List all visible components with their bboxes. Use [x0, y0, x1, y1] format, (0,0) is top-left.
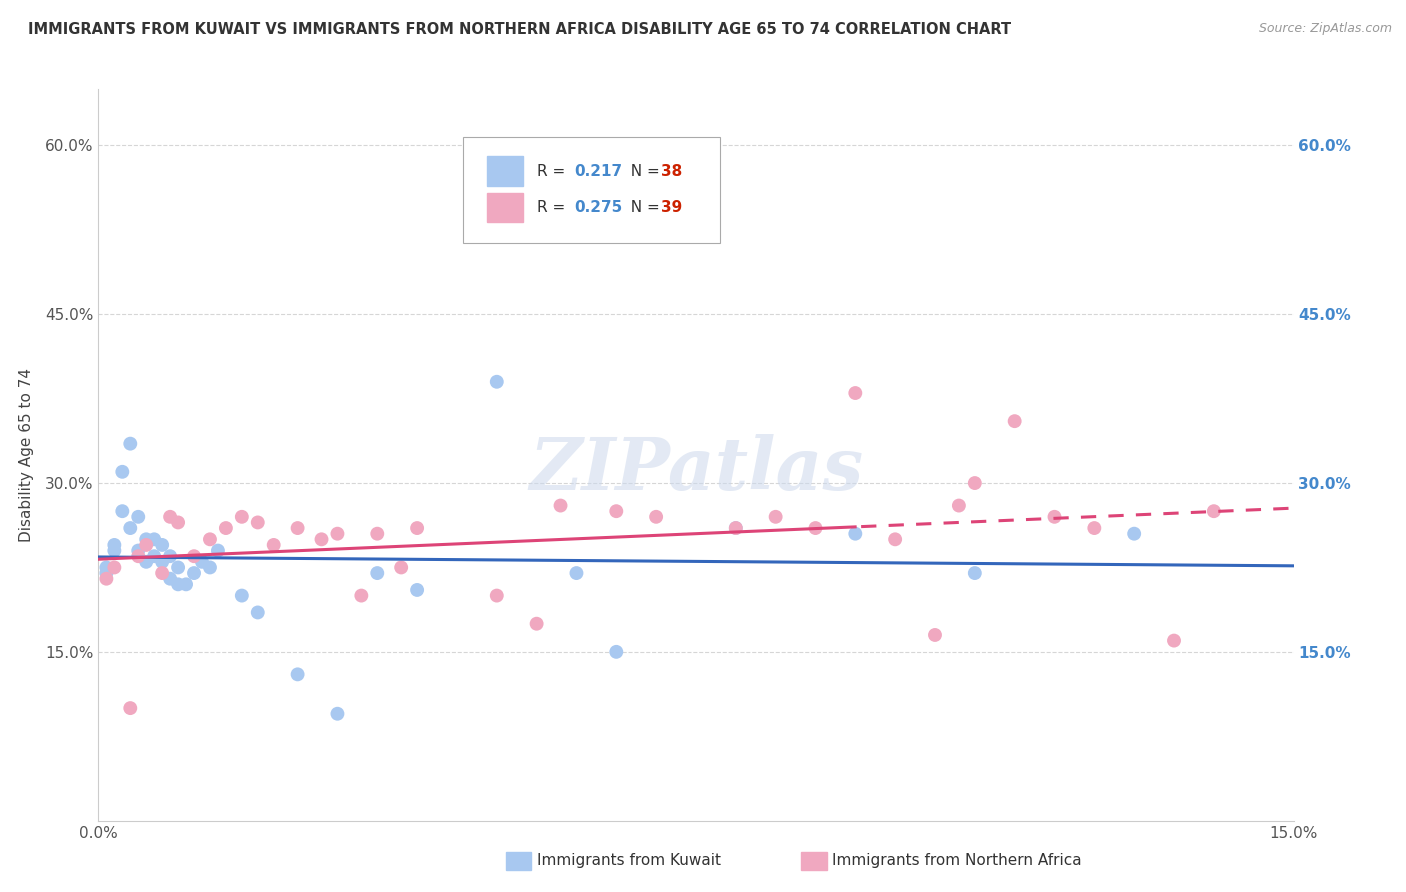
- Text: R =: R =: [537, 163, 571, 178]
- FancyBboxPatch shape: [486, 156, 523, 186]
- Point: [246, 516, 269, 530]
- Point: [366, 566, 388, 580]
- Point: [167, 516, 190, 530]
- Point: [127, 543, 149, 558]
- Point: [103, 560, 125, 574]
- Text: 38: 38: [661, 163, 682, 178]
- Point: [326, 706, 349, 721]
- Point: [96, 572, 118, 586]
- Point: [167, 560, 190, 574]
- Point: [183, 549, 205, 564]
- Point: [120, 436, 142, 450]
- Point: [167, 577, 190, 591]
- Point: [924, 628, 946, 642]
- Point: [246, 606, 269, 620]
- Point: [311, 533, 333, 547]
- Point: [231, 589, 253, 603]
- Point: [1043, 509, 1066, 524]
- Point: [550, 499, 572, 513]
- Point: [485, 375, 508, 389]
- Point: [287, 521, 309, 535]
- Text: Immigrants from Northern Africa: Immigrants from Northern Africa: [832, 854, 1083, 868]
- Point: [565, 566, 588, 580]
- Point: [366, 526, 388, 541]
- Point: [1123, 526, 1146, 541]
- Text: IMMIGRANTS FROM KUWAIT VS IMMIGRANTS FROM NORTHERN AFRICA DISABILITY AGE 65 TO 7: IMMIGRANTS FROM KUWAIT VS IMMIGRANTS FRO…: [28, 22, 1011, 37]
- Text: ZIPatlas: ZIPatlas: [529, 434, 863, 505]
- Point: [111, 504, 134, 518]
- Point: [96, 566, 118, 580]
- Point: [159, 549, 181, 564]
- Point: [150, 538, 173, 552]
- Point: [526, 616, 548, 631]
- Point: [406, 582, 429, 597]
- Point: [159, 509, 181, 524]
- Point: [287, 667, 309, 681]
- Point: [198, 560, 221, 574]
- Point: [127, 509, 149, 524]
- Point: [389, 560, 412, 574]
- Point: [183, 566, 205, 580]
- Point: [406, 521, 429, 535]
- Text: N =: N =: [620, 200, 664, 215]
- Point: [948, 499, 970, 513]
- Point: [844, 526, 866, 541]
- Point: [963, 566, 986, 580]
- Point: [150, 555, 173, 569]
- Point: [159, 572, 181, 586]
- Point: [111, 465, 134, 479]
- Point: [135, 538, 157, 552]
- Text: Immigrants from Kuwait: Immigrants from Kuwait: [537, 854, 721, 868]
- Point: [1083, 521, 1105, 535]
- Text: 0.275: 0.275: [574, 200, 623, 215]
- Y-axis label: Disability Age 65 to 74: Disability Age 65 to 74: [18, 368, 34, 542]
- Point: [350, 589, 373, 603]
- Point: [103, 543, 125, 558]
- Point: [485, 589, 508, 603]
- Point: [198, 533, 221, 547]
- Point: [884, 533, 907, 547]
- Point: [143, 549, 166, 564]
- Text: Source: ZipAtlas.com: Source: ZipAtlas.com: [1258, 22, 1392, 36]
- Point: [207, 543, 229, 558]
- Text: R =: R =: [537, 200, 571, 215]
- Point: [174, 577, 197, 591]
- Point: [120, 701, 142, 715]
- Point: [231, 509, 253, 524]
- FancyBboxPatch shape: [463, 136, 720, 243]
- Point: [645, 509, 668, 524]
- Point: [724, 521, 747, 535]
- Point: [1004, 414, 1026, 428]
- Point: [1163, 633, 1185, 648]
- Point: [804, 521, 827, 535]
- Text: N =: N =: [620, 163, 664, 178]
- Point: [103, 538, 125, 552]
- Text: 39: 39: [661, 200, 682, 215]
- Point: [135, 555, 157, 569]
- Point: [191, 555, 214, 569]
- Point: [135, 533, 157, 547]
- Point: [215, 521, 238, 535]
- Point: [96, 560, 118, 574]
- Point: [263, 538, 285, 552]
- Point: [143, 533, 166, 547]
- Point: [127, 549, 149, 564]
- Point: [605, 645, 627, 659]
- Point: [605, 504, 627, 518]
- Point: [150, 566, 173, 580]
- Point: [844, 386, 866, 401]
- Point: [963, 476, 986, 491]
- Point: [326, 526, 349, 541]
- Point: [1202, 504, 1225, 518]
- Text: 0.217: 0.217: [574, 163, 623, 178]
- Point: [724, 521, 747, 535]
- Point: [120, 521, 142, 535]
- Point: [765, 509, 787, 524]
- FancyBboxPatch shape: [486, 193, 523, 222]
